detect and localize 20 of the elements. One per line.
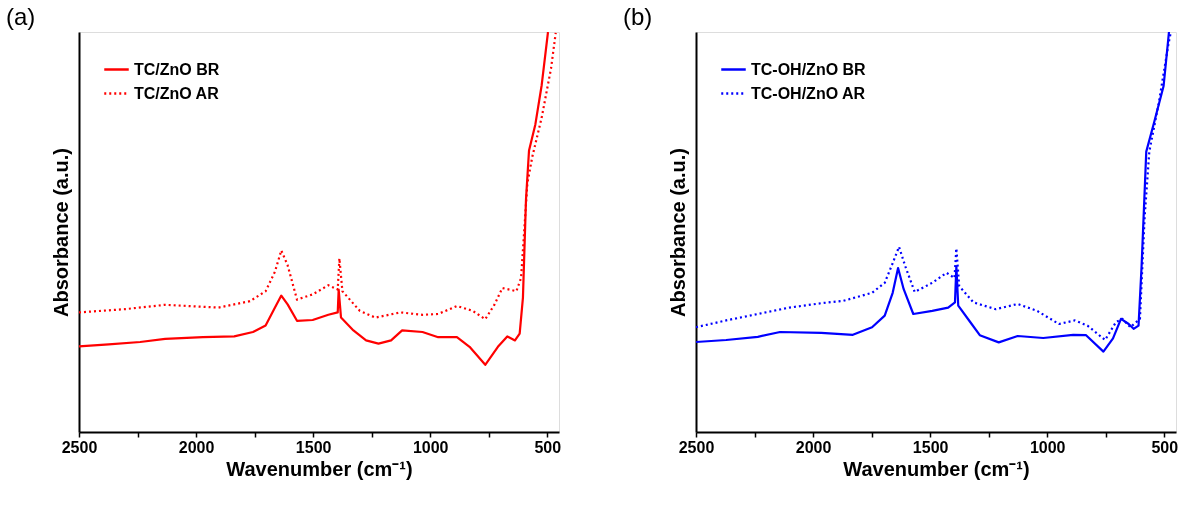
- x-tick-label: 2500: [61, 438, 98, 456]
- legend-label: TC-OH/ZnO AR: [751, 84, 866, 102]
- x-tick-label: 500: [534, 438, 562, 456]
- legend-label: TC-OH/ZnO BR: [751, 60, 867, 78]
- x-tick-label: 2000: [178, 438, 215, 456]
- legend-label: TC/ZnO AR: [134, 84, 220, 102]
- x-tick-label: 500: [1151, 438, 1179, 456]
- x-tick-label: 1500: [912, 438, 949, 456]
- x-tick-label: 2000: [795, 438, 832, 456]
- legend-label: TC/ZnO BR: [134, 60, 220, 78]
- chart-title: (a): [6, 3, 36, 30]
- x-axis-title: Wavenumber (cm⁻¹): [226, 457, 413, 480]
- x-tick-label: 2500: [678, 438, 715, 456]
- y-axis-title: Absorbance (a.u.): [666, 148, 689, 317]
- y-axis-title: Absorbance (a.u.): [49, 148, 72, 317]
- x-axis-title: Wavenumber (cm⁻¹): [843, 457, 1030, 480]
- x-tick-label: 1500: [295, 438, 332, 456]
- x-tick-label: 1000: [412, 438, 449, 456]
- chart-title: (b): [623, 3, 653, 30]
- x-tick-label: 1000: [1029, 438, 1066, 456]
